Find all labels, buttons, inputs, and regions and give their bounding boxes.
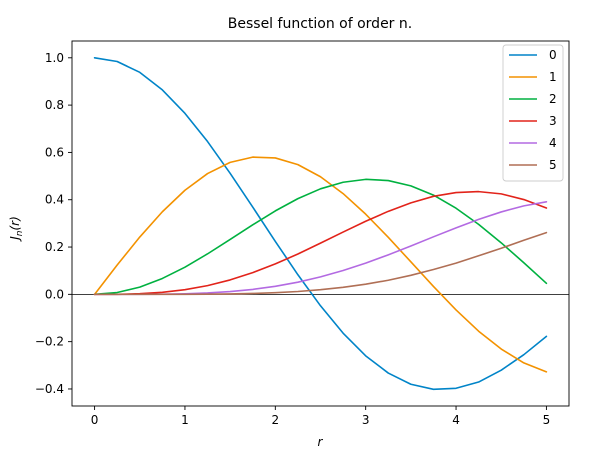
y-tick-label: 1.0 <box>45 51 64 65</box>
plot-area <box>72 56 569 391</box>
y-axis-label: Jn(r) <box>8 216 25 242</box>
x-tick-label: 1 <box>181 413 189 427</box>
x-tick-label: 3 <box>362 413 370 427</box>
x-tick-label: 0 <box>91 413 99 427</box>
legend-box <box>502 44 564 182</box>
y-tick-label: 0.4 <box>45 193 64 207</box>
series-line-4 <box>93 201 548 296</box>
y-tick-label: 0.0 <box>45 287 64 301</box>
y-tick-label: 0.8 <box>45 98 64 112</box>
series-line-3 <box>93 190 548 296</box>
series-line-1 <box>93 156 548 373</box>
y-tick-label: 0.6 <box>45 145 64 159</box>
series-line-0 <box>93 56 548 391</box>
series-line-5 <box>93 231 548 296</box>
legend-label-1: 1 <box>549 70 557 84</box>
y-tick-label: −0.4 <box>35 382 64 396</box>
y-tick-label: 0.2 <box>45 240 64 254</box>
x-axis-label: r <box>318 435 324 449</box>
y-tick-label: −0.2 <box>35 335 64 349</box>
legend-label-4: 4 <box>549 136 557 150</box>
x-tick-label: 5 <box>543 413 551 427</box>
axes: 0 1 2 3 4 5 −0.4 −0.2 0.0 0.2 0.4 0.6 0.8 1.0 <box>35 40 570 427</box>
legend-label-5: 5 <box>549 158 557 172</box>
x-tick-label: 2 <box>271 413 279 427</box>
legend-label-0: 0 <box>549 48 557 62</box>
legend-label-2: 2 <box>549 92 557 106</box>
series-line-2 <box>93 178 548 296</box>
legend: 0 1 2 3 4 5 <box>502 44 564 182</box>
legend-label-3: 3 <box>549 114 557 128</box>
axes-frame <box>71 40 570 407</box>
x-tick-label: 4 <box>452 413 460 427</box>
chart-title: Bessel function of order n. <box>228 16 412 32</box>
